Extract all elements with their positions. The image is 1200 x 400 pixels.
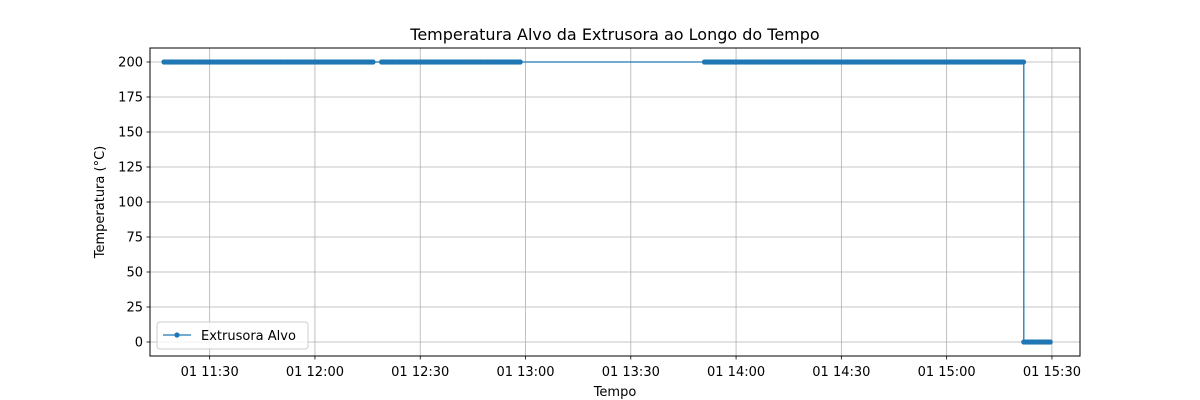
chart-title: Temperatura Alvo da Extrusora ao Longo d… [409, 25, 819, 44]
data-point-run [379, 59, 523, 65]
x-tick-label: 01 13:00 [496, 365, 554, 380]
x-axis-label: Tempo [593, 385, 637, 400]
legend-box [156, 321, 309, 350]
y-tick-label: 125 [118, 161, 143, 176]
x-tick-label: 01 14:00 [707, 365, 765, 380]
y-tick-label: 50 [126, 266, 143, 281]
x-tick-label: 01 11:30 [181, 365, 239, 380]
data-point [517, 59, 523, 65]
y-tick-label: 100 [118, 196, 143, 211]
x-tick-label: 01 12:30 [391, 365, 449, 380]
x-tick-label: 01 13:30 [602, 365, 660, 380]
y-tick-label: 150 [118, 126, 143, 141]
x-tick-label: 01 14:30 [812, 365, 870, 380]
data-layer [161, 59, 1053, 345]
data-point-run [1021, 339, 1053, 345]
data-point [370, 59, 376, 65]
x-tick-label: 01 12:00 [286, 365, 344, 380]
y-tick-label: 0 [135, 336, 143, 351]
x-tick-label: 01 15:00 [918, 365, 976, 380]
tick-layer: 0 25 50 75 100 125 150 175 200 01 11:30 01 12:00 01… [118, 56, 1081, 381]
y-tick-label: 200 [118, 56, 143, 71]
legend-entry-label: Extrusora Alvo [201, 329, 296, 344]
y-axis-label: Temperatura (°C) [93, 146, 108, 259]
x-tick-label: 01 15:30 [1023, 365, 1081, 380]
series-line [164, 61, 1052, 343]
y-tick-label: 175 [118, 91, 143, 106]
y-tick-label: 25 [126, 301, 143, 316]
data-point [1047, 339, 1053, 345]
data-point-run [161, 59, 376, 65]
y-tick-label: 75 [126, 231, 143, 246]
legend-point-marker [174, 332, 180, 338]
data-point [1020, 59, 1027, 65]
legend: Extrusora Alvo [156, 321, 309, 350]
data-point-run [701, 59, 1027, 65]
